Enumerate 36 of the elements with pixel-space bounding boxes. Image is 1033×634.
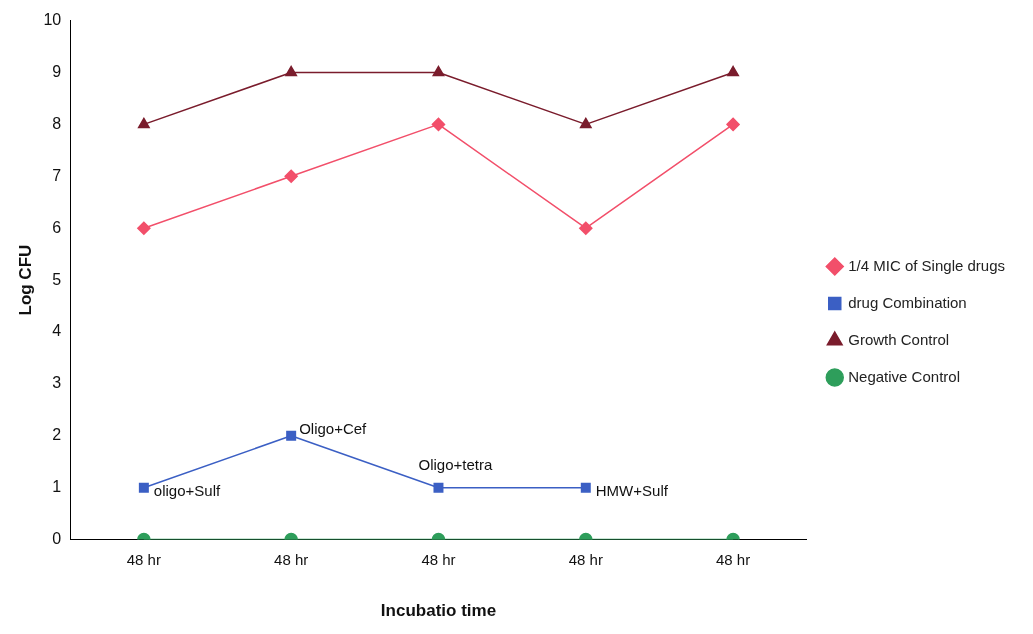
x-axis-title: Incubatio time (380, 601, 497, 621)
point (284, 169, 298, 184)
y-tick-label: 0 (52, 530, 62, 548)
x-tick-label: 48 hr (274, 550, 309, 568)
y-tick-label: 3 (52, 374, 62, 392)
y-tick-label: 5 (52, 270, 62, 288)
point (285, 65, 298, 77)
y-tick-label: 8 (52, 114, 62, 132)
data-label: Oligo+tetra (418, 455, 493, 473)
point (431, 117, 446, 132)
x-tick-label: 48 hr (716, 550, 751, 568)
y-tick-label: 4 (52, 322, 62, 340)
point (137, 117, 150, 129)
point (727, 65, 740, 77)
point (137, 221, 151, 235)
legend-label: 1/4 MIC of Single drugs (848, 256, 1005, 274)
data-label: Oligo+Cef (299, 419, 368, 437)
y-tick-label: 2 (52, 426, 62, 444)
y-tick-label: 10 (43, 11, 62, 29)
y-tick-label: 7 (52, 166, 62, 184)
y-axis-title: Log CFU (15, 244, 35, 316)
legend-label: drug Combination (848, 293, 967, 311)
y-tick-label: 6 (52, 218, 62, 236)
point (579, 117, 592, 129)
y-tick-label: 9 (52, 62, 62, 80)
point (432, 65, 445, 77)
point (579, 221, 593, 235)
x-tick-label: 48 hr (126, 550, 161, 568)
x-tick-label: 48 hr (568, 550, 603, 568)
legend-label: Growth Control (848, 330, 950, 348)
data-label: HMW+Sulf (595, 481, 669, 499)
x-tick-label: 48 hr (421, 550, 456, 568)
point (726, 117, 740, 132)
legend-label: Negative Control (848, 367, 960, 385)
data-label: oligo+Sulf (153, 481, 221, 499)
y-tick-label: 1 (52, 478, 62, 496)
